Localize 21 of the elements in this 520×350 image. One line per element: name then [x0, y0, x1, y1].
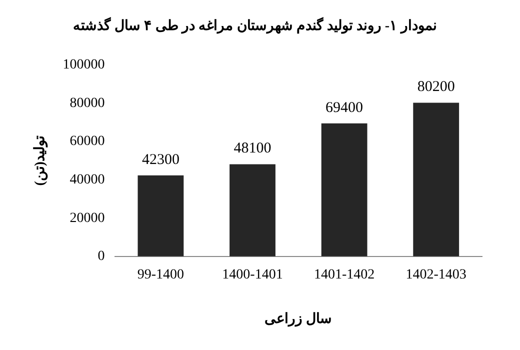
chart-title: نمودار ۱- روند تولید گندم شهرستان مراغه در طی ۴ سال گذشته [72, 17, 438, 34]
x-tick-label: 1400-1401 [222, 267, 283, 282]
x-tick-label: 99-1400 [137, 267, 184, 282]
y-tick-label: 100000 [62, 57, 105, 72]
y-tick-label: 60000 [70, 134, 105, 150]
y-tick-label: 40000 [70, 172, 105, 188]
x-tick-label: 1402-1403 [406, 267, 466, 282]
data-label: 80200 [417, 79, 455, 96]
data-label: 48100 [234, 140, 272, 157]
bar [321, 123, 368, 256]
bar [138, 175, 184, 256]
x-axis-title: سال زراعی [264, 312, 332, 328]
data-label: 69400 [326, 100, 364, 116]
bar [230, 164, 276, 256]
x-tick-label: 1401-1402 [314, 267, 375, 282]
y-tick-label: 80000 [70, 96, 105, 111]
data-label: 42300 [142, 152, 180, 168]
y-tick-label: 20000 [70, 210, 105, 226]
bar [413, 102, 460, 256]
y-axis-title: تولید(تن) [33, 135, 48, 186]
y-tick-label: 0 [98, 249, 105, 264]
